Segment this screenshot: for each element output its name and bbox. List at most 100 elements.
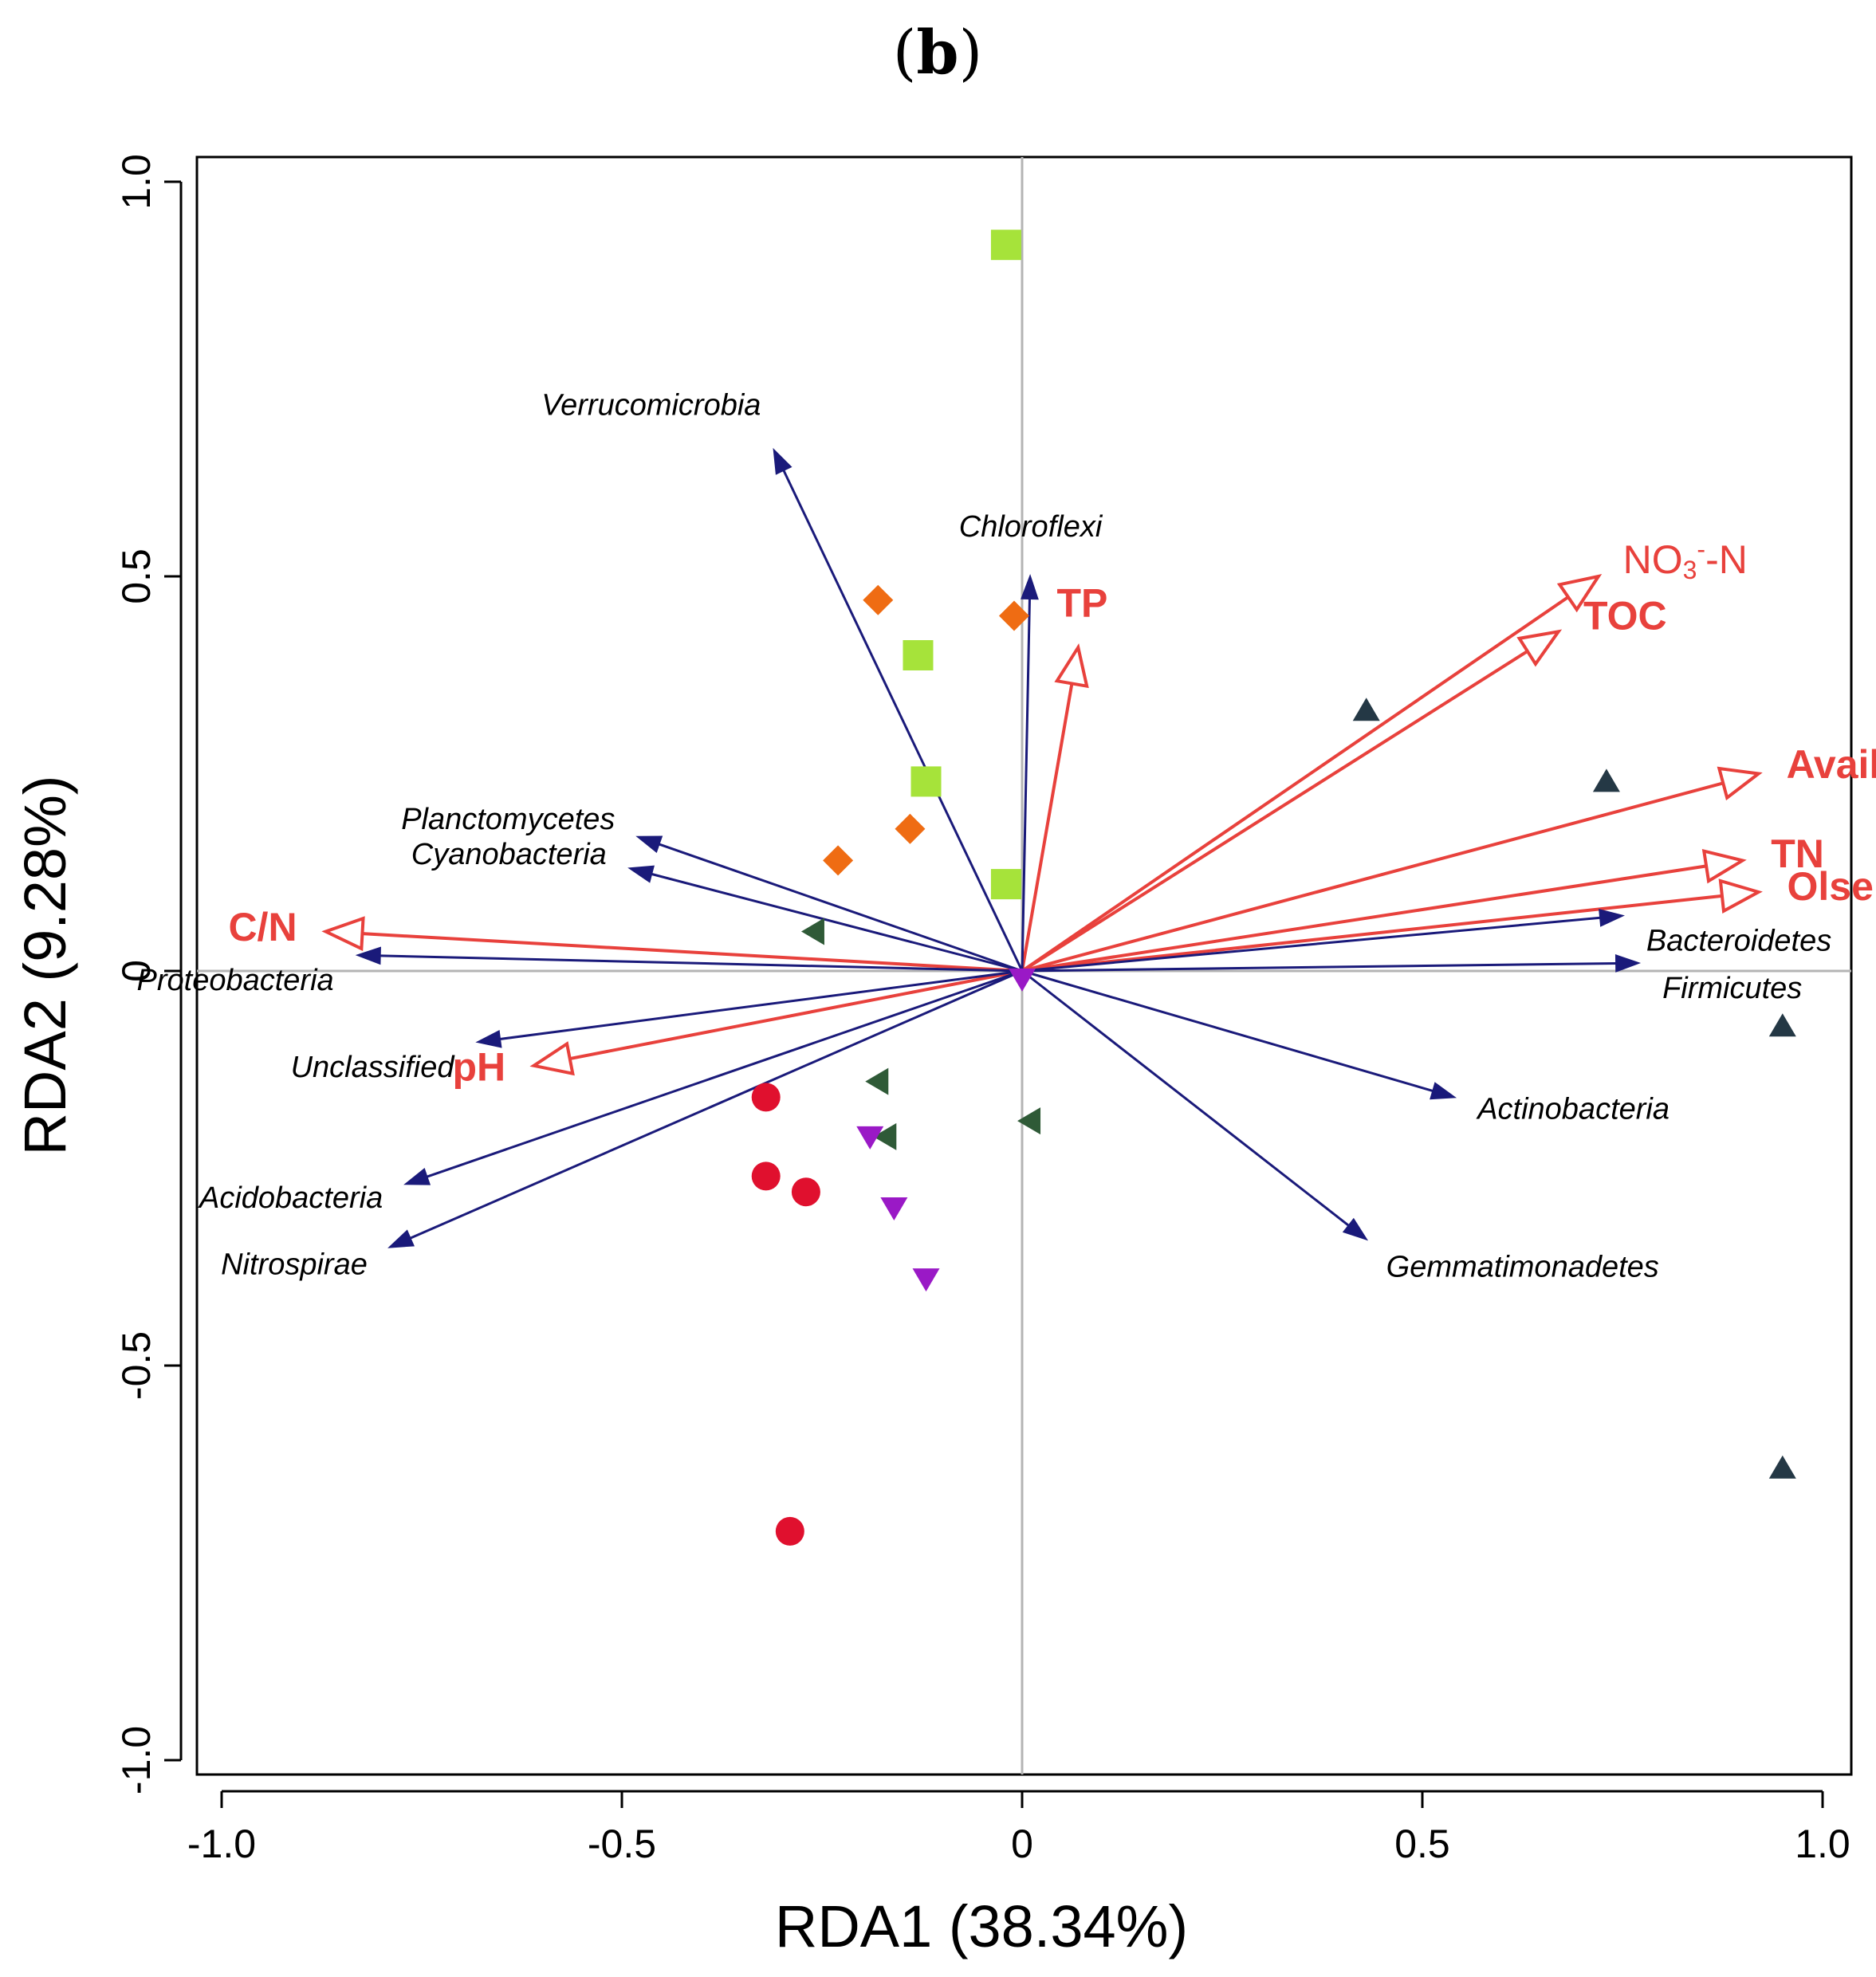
env-label-suffix: -N xyxy=(1705,537,1748,582)
sample-point-circle xyxy=(751,1161,781,1191)
env-arrow-ph xyxy=(569,969,1023,1061)
species-arrow-firmicutes xyxy=(1021,961,1617,973)
env-arrowhead-tp xyxy=(1054,643,1089,689)
species-label-acidobacteria: Acidobacteria xyxy=(198,1181,383,1215)
sample-point-triangle-left xyxy=(1017,1107,1041,1135)
sample-point-triangle-down xyxy=(880,1197,908,1220)
sample-point-triangle-left xyxy=(800,918,824,945)
sample-point-triangle-up xyxy=(1352,698,1380,721)
species-arrowhead-nitrospirae xyxy=(387,1229,415,1248)
sample-point-diamond xyxy=(895,813,926,844)
species-arrow-actinobacteria xyxy=(1021,969,1434,1092)
species-label-unclassified: Unclassified xyxy=(291,1051,456,1084)
env-label-base: NO xyxy=(1623,537,1683,582)
vector-labels: NO3--N TOC TP Available K TNOlsen-P C/N pH Verr… xyxy=(137,388,1876,1283)
sample-point-diamond xyxy=(998,600,1029,631)
x-tick-label: -1.0 xyxy=(187,1822,256,1866)
environment-vectors xyxy=(321,574,1763,1076)
species-vectors xyxy=(355,447,1642,1248)
species-label-planctomycetes: Planctomycetes xyxy=(401,803,615,836)
panel-label-close: ) xyxy=(959,17,983,88)
species-arrowhead-gemmatimonadetes xyxy=(1342,1217,1369,1241)
species-label-chloroflexi: Chloroflexi xyxy=(959,510,1103,544)
sample-point-diamond xyxy=(863,584,894,615)
species-arrowhead-proteobacteria xyxy=(355,946,381,965)
env-arrowhead-no xyxy=(1556,574,1603,613)
y-tick-label: -1.0 xyxy=(114,1726,159,1794)
species-arrowhead-verrucomicrobia xyxy=(773,447,792,475)
env-label-subscript: 3 xyxy=(1683,556,1697,585)
env-arrow-olsen-p xyxy=(1021,894,1723,973)
y-tick-label: 1.0 xyxy=(114,154,159,210)
env-arrow-tp xyxy=(1021,683,1074,972)
species-arrowhead-acidobacteria xyxy=(403,1168,431,1185)
env-arrowhead-tn xyxy=(1701,848,1747,884)
sample-point-circle xyxy=(775,1516,804,1546)
species-arrow-gemmatimonadetes xyxy=(1021,969,1350,1227)
species-label-verrucomicrobia: Verrucomicrobia xyxy=(541,388,761,422)
env-label-olsen-p: Olsen-P xyxy=(1788,864,1876,909)
species-label-proteobacteria: Proteobacteria xyxy=(137,964,334,997)
env-arrow-no xyxy=(1021,595,1570,973)
sample-point-triangle-left xyxy=(873,1122,897,1150)
panel-label-letter: b xyxy=(916,17,958,88)
sample-point-triangle-down xyxy=(912,1268,940,1292)
env-label-superscript: - xyxy=(1697,536,1705,564)
species-label-bacteroidetes: Bacteroidetes xyxy=(1646,925,1831,958)
x-tick-label: -0.5 xyxy=(588,1822,656,1866)
env-label-ph: pH xyxy=(452,1045,505,1090)
species-arrow-acidobacteria xyxy=(426,969,1023,1178)
x-axis-title: RDA1 (38.34%) xyxy=(775,1893,1188,1959)
sample-point-circle xyxy=(751,1083,781,1112)
species-arrowhead-unclassified xyxy=(475,1030,502,1048)
sample-point-triangle-up xyxy=(1768,1455,1796,1479)
env-arrowhead-c-n xyxy=(321,916,365,952)
species-arrow-unclassified xyxy=(499,969,1023,1040)
species-label-gemmatimonadetes: Gemmatimonadetes xyxy=(1386,1251,1659,1284)
species-arrowhead-actinobacteria xyxy=(1430,1082,1457,1100)
sample-point-circle xyxy=(791,1177,820,1207)
species-arrow-nitrospirae xyxy=(409,969,1023,1240)
env-label-toc: TOC xyxy=(1583,593,1667,638)
species-label-actinobacteria: Actinobacteria xyxy=(1476,1092,1670,1126)
x-tick-label: 0 xyxy=(1011,1822,1033,1866)
species-arrowhead-cyanobacteria xyxy=(627,865,655,883)
sample-point-triangle-down xyxy=(856,1126,884,1150)
env-label-tn: TN xyxy=(1771,831,1824,876)
sample-point-triangle-up xyxy=(1592,768,1620,792)
species-arrowhead-firmicutes xyxy=(1614,954,1642,973)
species-arrowhead-planctomycetes xyxy=(635,835,663,854)
env-arrow-c-n xyxy=(362,932,1023,973)
sample-point-square xyxy=(903,640,934,670)
species-arrowhead-chloroflexi xyxy=(1021,574,1039,600)
species-label-nitrospirae: Nitrospirae xyxy=(221,1248,368,1282)
species-arrow-cyanobacteria xyxy=(651,872,1023,973)
x-tick-label: 0.5 xyxy=(1394,1822,1450,1866)
env-arrow-tn xyxy=(1021,864,1707,973)
plot-frame xyxy=(195,155,1853,1776)
env-label-tp: TP xyxy=(1056,581,1107,626)
species-arrowhead-bacteroidetes xyxy=(1599,908,1625,927)
species-arrow-planctomycetes xyxy=(659,843,1023,973)
sample-point-square xyxy=(990,230,1021,261)
panel-label-open: ( xyxy=(893,17,917,88)
env-arrow-toc xyxy=(1021,650,1528,973)
y-axis-title: RDA2 (9.28%) xyxy=(12,775,78,1155)
env-label-available-k: Available K xyxy=(1787,742,1876,787)
species-arrow-verrucomicrobia xyxy=(782,470,1024,972)
x-axis: -1.0 -0.5 0 0.5 1.0 xyxy=(187,1790,1850,1866)
env-label-c-n: C/N xyxy=(228,905,297,949)
panel-label: (b) xyxy=(893,17,982,88)
sample-point-triangle-up xyxy=(1768,1013,1796,1037)
species-arrow-chloroflexi xyxy=(1021,598,1031,972)
env-arrowhead-ph xyxy=(529,1041,575,1076)
x-tick-label: 1.0 xyxy=(1795,1822,1850,1866)
env-arrowhead-toc xyxy=(1516,629,1563,667)
sample-point-square xyxy=(910,766,942,797)
species-label-firmicutes: Firmicutes xyxy=(1662,972,1802,1005)
species-arrow-bacteroidetes xyxy=(1021,916,1601,973)
y-axis: -1.0 -0.5 0 0.5 1.0 xyxy=(114,154,183,1794)
sample-point-triangle-left xyxy=(865,1067,889,1095)
sample-point-triangle-down xyxy=(1009,968,1036,992)
